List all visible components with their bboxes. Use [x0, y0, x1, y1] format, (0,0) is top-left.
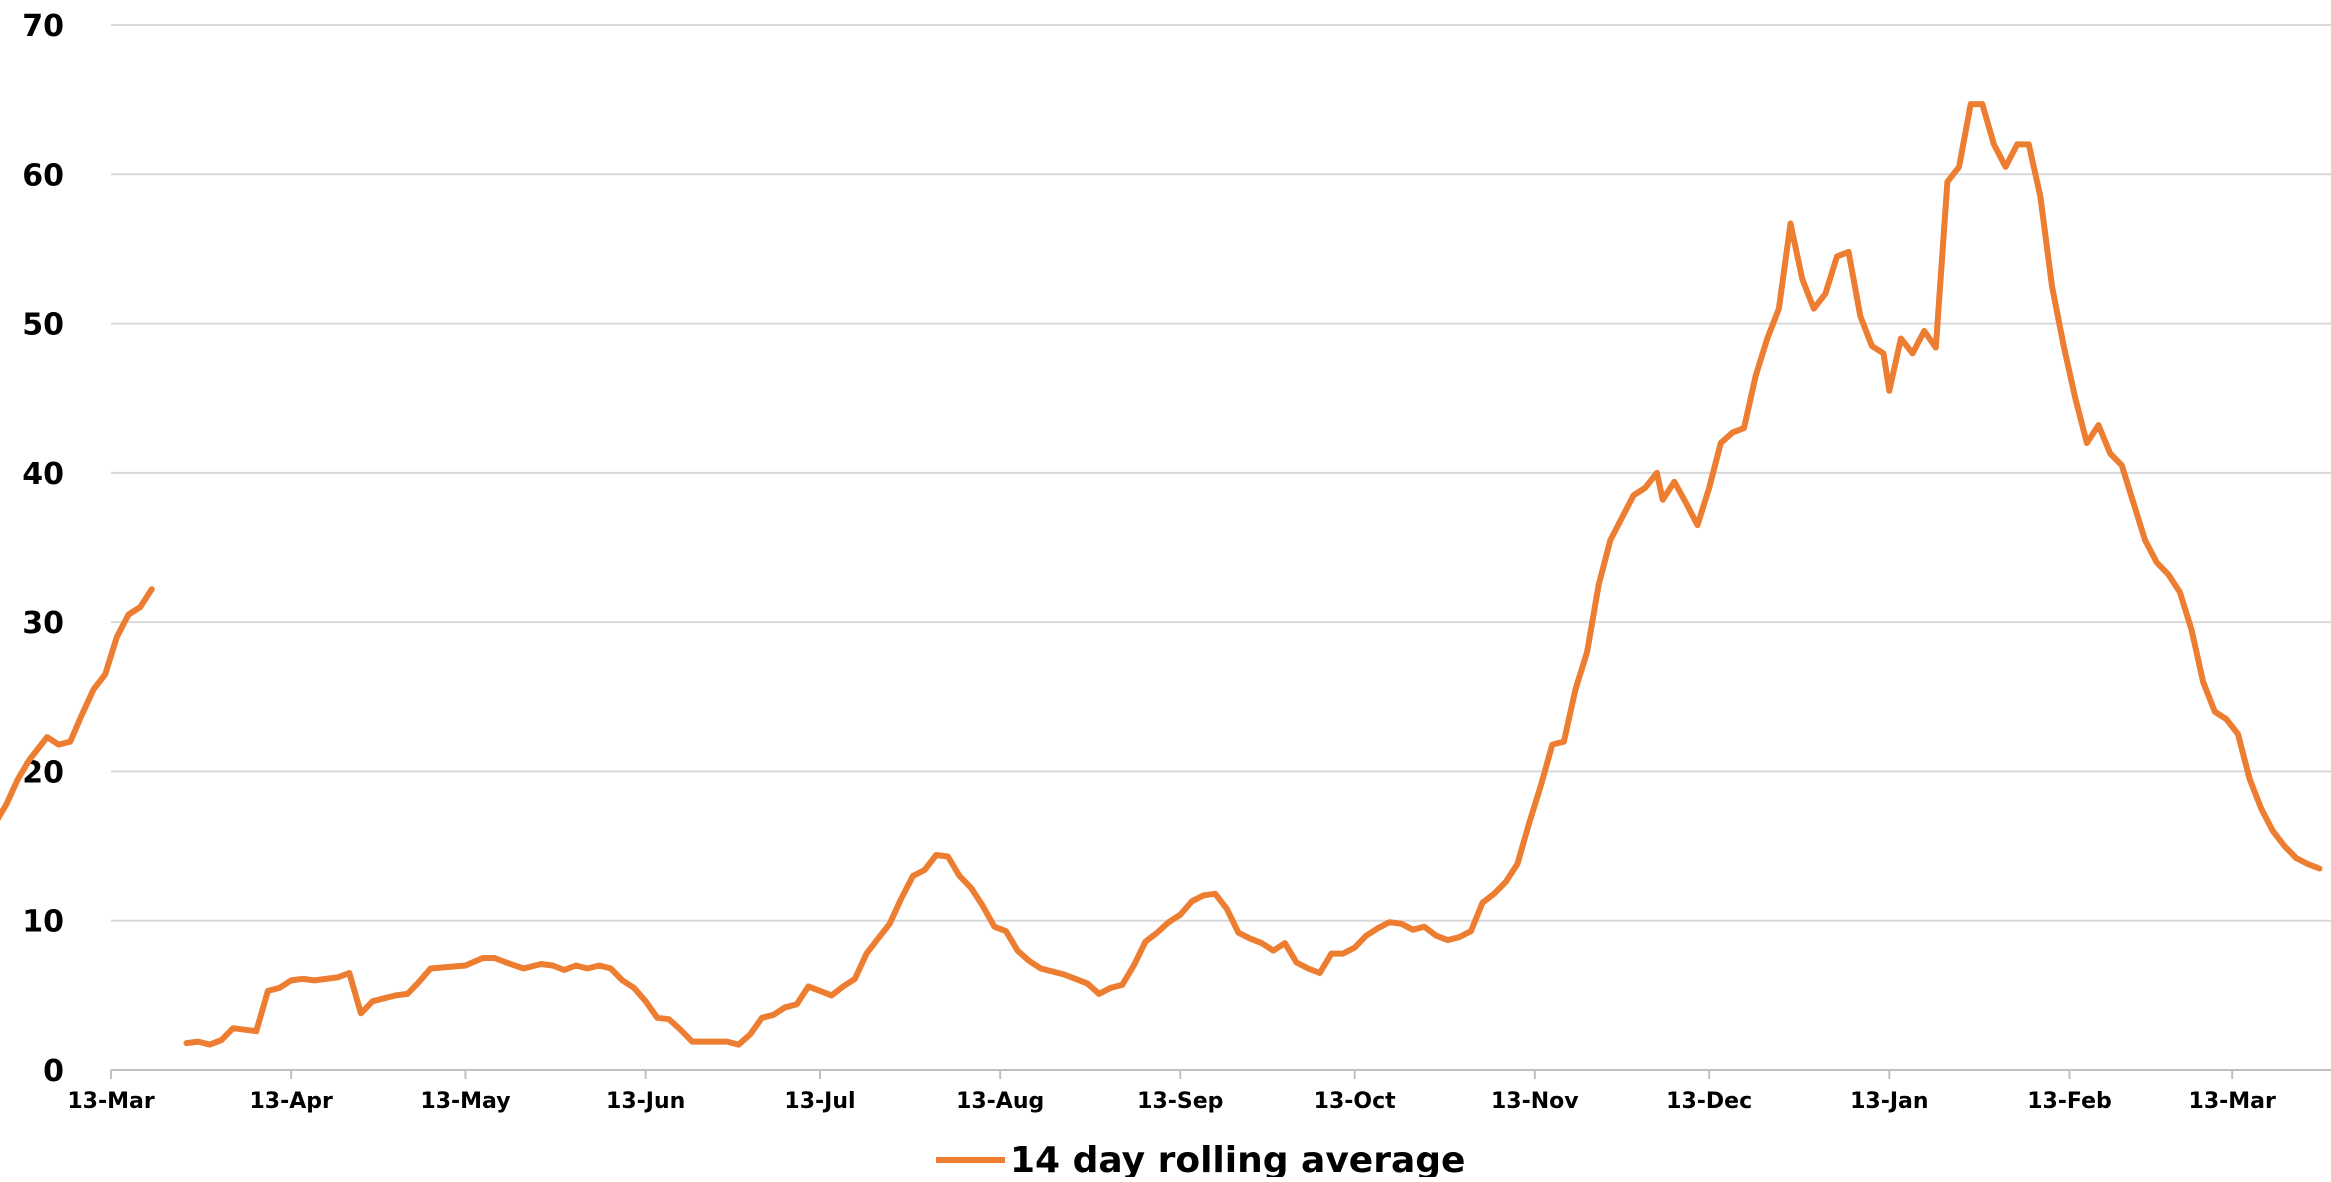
y-tick-label: 70 — [22, 9, 64, 44]
series-line-0 — [183, 101, 2323, 1048]
x-tick-label: 13-Apr — [249, 1089, 333, 1114]
x-tick-label: 13-Oct — [1314, 1089, 1396, 1114]
series-line-1 — [0, 586, 155, 821]
plot-area — [0, 101, 2323, 1048]
x-tick-label: 13-Jun — [606, 1089, 685, 1114]
y-tick-label: 40 — [22, 457, 64, 492]
x-tick-label: 13-Feb — [2027, 1089, 2112, 1114]
gridlines — [111, 24, 2331, 922]
x-tick-label: 13-Nov — [1491, 1089, 1579, 1114]
x-tick-label: 13-Jan — [1850, 1089, 1928, 1114]
legend-label: 14 day rolling average — [1010, 1140, 1465, 1177]
x-tick-label: 13-Mar — [2189, 1089, 2276, 1114]
y-tick-label: 0 — [43, 1054, 64, 1089]
y-tick-label: 10 — [22, 905, 64, 940]
x-tick-label: 13-Dec — [1666, 1089, 1752, 1114]
x-axis — [110, 1069, 2331, 1079]
x-tick-label: 13-Mar — [67, 1089, 154, 1114]
legend: 14 day rolling average — [936, 1140, 1465, 1181]
x-axis-labels: 13-Mar 13-Apr 13-May 13-Jun 13-Jul 13-Aug 13-S… — [67, 1089, 2276, 1114]
y-tick-label: 60 — [22, 158, 64, 193]
x-tick-label: 13-May — [420, 1089, 510, 1114]
x-tick-label: 13-Sep — [1137, 1089, 1223, 1114]
y-tick-label: 30 — [22, 606, 64, 641]
x-tick-label: 13-Jul — [784, 1089, 855, 1114]
y-tick-label: 50 — [22, 308, 64, 343]
x-tick-label: 13-Aug — [956, 1089, 1044, 1114]
